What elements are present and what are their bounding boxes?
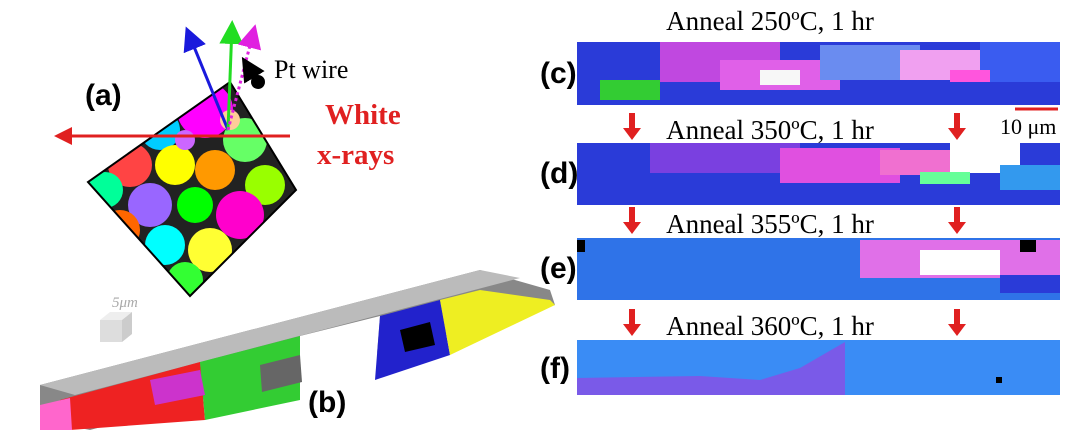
right-panels: (c) Anneal 250ºC, 1 hr (d) Anneal 350ºC, 1 … [540,6,874,385]
down-arrow [948,128,966,140]
down-arrow [629,309,635,325]
scale-bar-label: 10 μm [1000,114,1056,139]
map-d [577,143,1060,205]
scale-cube [100,312,132,342]
beam-label: x-rays [317,139,394,171]
down-arrow [954,309,960,325]
beam-label: White [325,99,401,131]
panel-caption: Anneal 360ºC, 1 hr [666,311,874,341]
magenta-arrow [226,24,262,131]
green-arrow [219,20,244,131]
panel-label: (c) [540,57,577,90]
down-arrow [948,222,966,234]
sample-bar [40,270,555,430]
anneal-arrows [623,113,966,336]
panel-label: (b) [308,386,346,419]
blue-arrow [183,26,230,131]
down-arrow [623,128,641,140]
down-arrow [954,207,960,223]
panel-label: (e) [540,252,577,285]
map-f [577,340,1060,395]
map-e [577,238,1060,300]
panel-caption: Anneal 350ºC, 1 hr [666,115,874,145]
panel-label: (f) [540,352,570,385]
pt-wire-label: Pt wire [274,55,348,84]
map-c [577,42,1060,105]
down-arrow [629,207,635,223]
panel-label: (d) [540,157,578,190]
down-arrow [629,113,635,129]
down-arrow [954,113,960,129]
down-arrow [623,324,641,336]
grain-diamond [88,82,296,296]
panel-caption: Anneal 355ºC, 1 hr [666,209,874,239]
panel-label: (a) [85,79,122,112]
panel-caption: Anneal 250ºC, 1 hr [666,6,874,36]
scale-label: 5μm [112,295,138,311]
pt-wire-dot [251,75,265,89]
down-arrow [623,222,641,234]
down-arrow [948,324,966,336]
diamond-outline [86,80,298,298]
